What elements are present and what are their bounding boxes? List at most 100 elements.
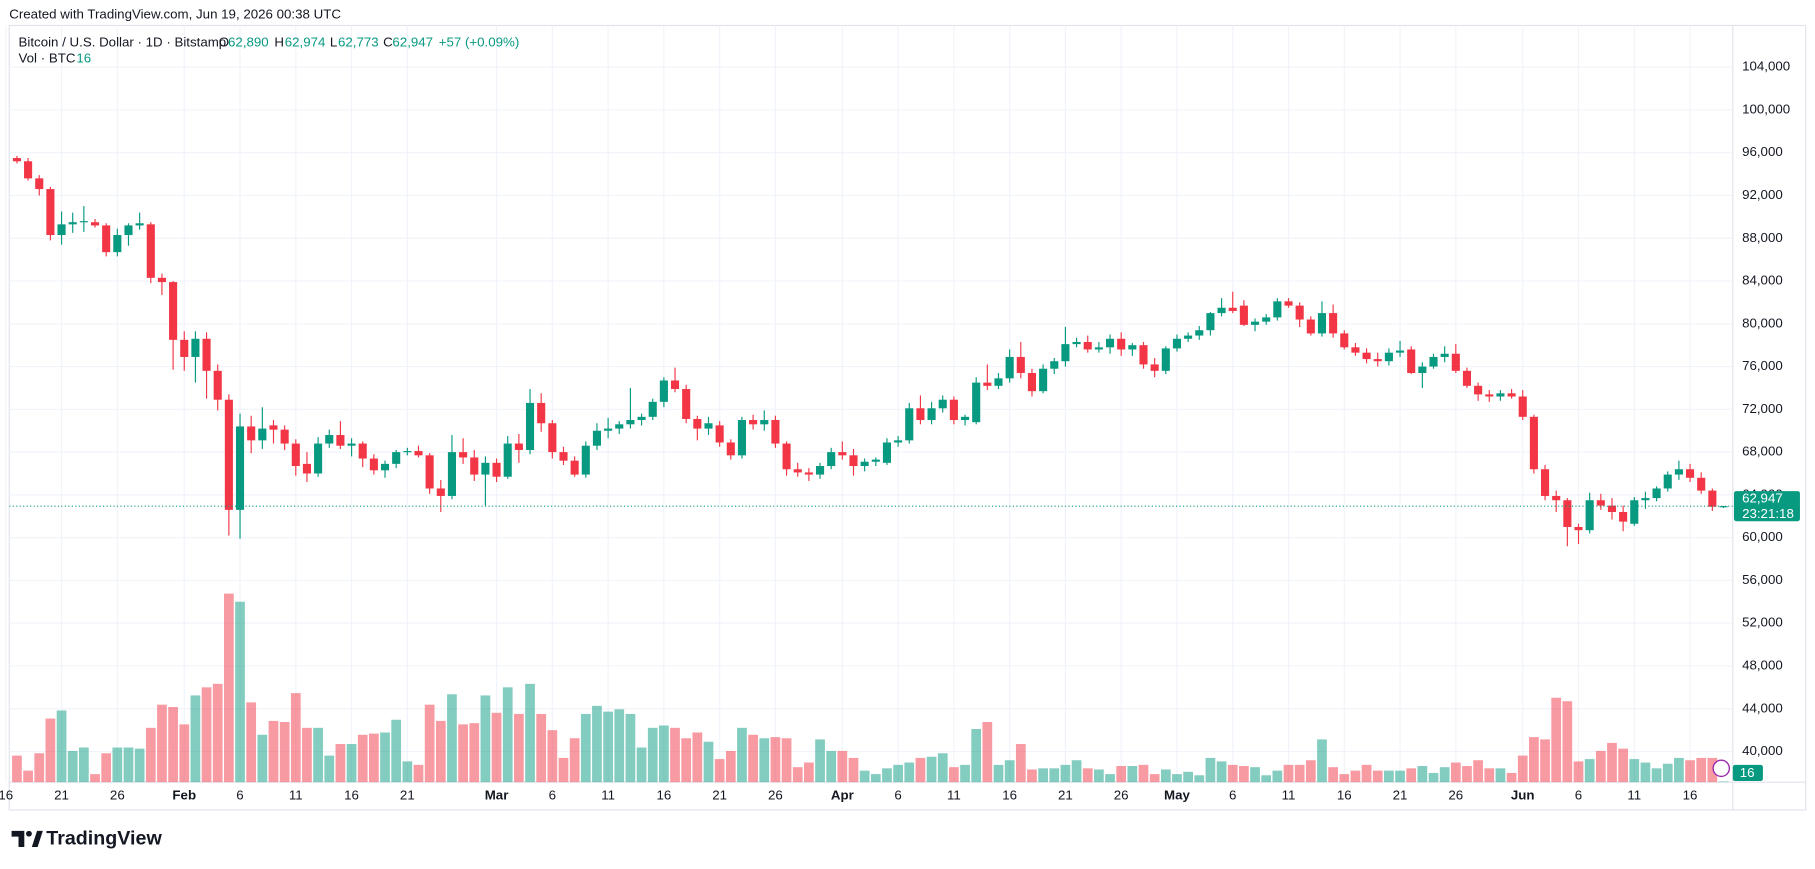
candle-body	[1072, 341, 1081, 345]
candle-body	[325, 435, 334, 444]
legend-value: 62,890	[228, 34, 269, 49]
volume-bar	[402, 761, 413, 783]
volume-bar	[1105, 774, 1115, 783]
volume-bar	[1506, 772, 1517, 783]
candle-body	[760, 420, 769, 425]
candle-body	[1083, 341, 1092, 350]
volume-bar	[168, 707, 178, 783]
volume-bar	[1395, 770, 1405, 783]
candle-body	[1596, 500, 1605, 506]
volume-bar	[1138, 764, 1149, 783]
volume-bar	[725, 750, 736, 783]
volume-bar	[1718, 781, 1729, 783]
volume-bar	[592, 705, 602, 783]
candle-body	[994, 378, 1003, 386]
volume-bar	[1328, 767, 1338, 783]
x-tick-label: 6	[1575, 788, 1582, 803]
volume-bar	[1205, 757, 1216, 783]
candle-body	[459, 452, 468, 458]
candle-body	[972, 382, 981, 423]
x-tick-label: 21	[400, 788, 415, 803]
candle-body	[960, 416, 970, 421]
candle-body	[224, 399, 233, 510]
volume-bar	[324, 755, 335, 783]
candle-body	[1496, 393, 1505, 397]
volume-bar	[56, 710, 67, 783]
candle-body	[1474, 385, 1483, 395]
candle-body	[481, 462, 490, 475]
volume-bar	[1540, 739, 1550, 783]
candle-body	[1462, 370, 1472, 386]
volume-bar	[1685, 760, 1695, 783]
candle-body	[537, 402, 546, 424]
x-tick-label: Mar	[485, 788, 509, 803]
x-tick-label: 6	[549, 788, 556, 803]
volume-bar	[1183, 771, 1193, 783]
volume-bar	[1551, 697, 1562, 783]
volume-bar	[246, 702, 257, 783]
volume-bar	[12, 755, 22, 783]
volume-bar	[1071, 760, 1082, 783]
x-tick-label: Apr	[831, 788, 854, 803]
candle-body	[894, 440, 903, 443]
candle-body	[503, 443, 512, 477]
volume-bar	[1428, 772, 1439, 783]
y-tick-label: 52,000	[1742, 615, 1783, 630]
candle-body	[1117, 338, 1126, 350]
volume-bar	[1350, 770, 1361, 783]
x-tick-label: 16	[1683, 788, 1698, 803]
volume-bar	[45, 718, 56, 783]
volume-bar	[1027, 769, 1037, 783]
candle-body	[191, 338, 200, 357]
y-tick-label: 44,000	[1742, 700, 1783, 715]
candle-body	[314, 443, 323, 474]
volume-bar	[926, 756, 937, 783]
candle-body	[860, 461, 869, 467]
x-tick-label: 21	[1393, 788, 1408, 803]
candle-body	[1440, 353, 1449, 357]
x-tick-label: 26	[1114, 788, 1129, 803]
y-tick-label: 68,000	[1742, 444, 1783, 459]
candle-body	[447, 452, 457, 496]
candle-body	[715, 425, 724, 443]
volume-bar	[614, 709, 625, 783]
volume-bar	[480, 695, 491, 783]
candle-body	[1027, 372, 1037, 392]
x-tick-label: 6	[894, 788, 901, 803]
candle-body	[180, 339, 189, 357]
candle-body	[1429, 356, 1438, 367]
volume-bar	[882, 768, 892, 783]
candle-body	[1719, 506, 1728, 508]
volume-bar	[681, 738, 692, 783]
volume-bar	[67, 750, 78, 783]
volume-bar	[357, 734, 368, 783]
volume-bar	[848, 757, 859, 783]
volume-bar	[770, 737, 781, 783]
volume-bar	[1317, 739, 1327, 783]
candle-body	[1607, 505, 1617, 512]
candle-body	[1395, 350, 1405, 353]
candle-body	[235, 426, 245, 510]
y-tick-label: 84,000	[1742, 273, 1783, 288]
candle-body	[1228, 307, 1237, 311]
volume-bar	[1015, 744, 1026, 783]
x-tick-label: 16	[344, 788, 359, 803]
volume-bar	[792, 767, 803, 783]
candle-body	[1128, 345, 1137, 350]
volume-bar	[1216, 761, 1227, 783]
candle-body	[35, 178, 44, 190]
volume-bar	[1384, 770, 1394, 783]
candle-body	[949, 399, 958, 421]
legend-key: C	[383, 34, 393, 49]
candle-body	[1016, 356, 1025, 373]
legend-key: L	[330, 34, 337, 49]
candle-body	[581, 445, 590, 475]
x-tick-label: Jun	[1511, 788, 1535, 803]
candle-body	[827, 452, 836, 467]
candle-body	[1585, 500, 1594, 531]
volume-bar	[391, 719, 402, 783]
volume-bar	[971, 728, 982, 783]
last-price-tag	[1733, 491, 1800, 522]
candle-body	[514, 443, 523, 450]
